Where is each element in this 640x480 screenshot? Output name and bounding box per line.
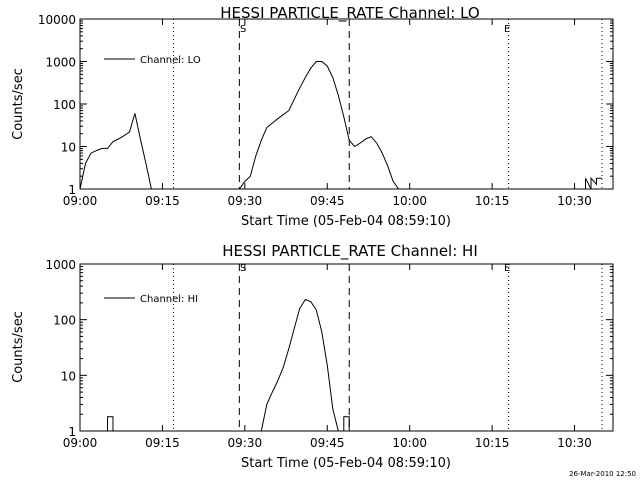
x-tick-label: 10:15 [475, 194, 510, 208]
y-tick-label: 10 [61, 369, 76, 383]
series-line [260, 298, 339, 432]
y-tick-label: 100 [53, 98, 76, 112]
end-marker-label: E [504, 263, 510, 274]
panel-lo: HESSI PARTICLE_RATE Channel: LO Counts/s… [11, 4, 614, 229]
x-tick-label: 10:30 [557, 436, 592, 450]
x-axis-label: Start Time (05-Feb-04 08:59:10) [241, 214, 451, 229]
series-line [585, 176, 602, 190]
x-axis-label: Start Time (05-Feb-04 08:59:10) [241, 456, 451, 471]
series-line [107, 416, 114, 431]
x-tick-label: 10:15 [475, 436, 510, 450]
panel-hi: HESSI PARTICLE_RATE Channel: HI Counts/s… [11, 242, 614, 471]
y-axis-label: Counts/sec [11, 68, 26, 140]
y-tick-label: 1 [68, 425, 76, 439]
plot-frame [79, 263, 614, 432]
legend-label: Channel: LO [140, 55, 201, 66]
y-tick-label: 10 [61, 141, 76, 155]
start-marker-label: S [240, 24, 246, 35]
timestamp: 26-Mar-2010 12:50 [569, 470, 636, 478]
start-marker-label: S [240, 263, 246, 274]
y-tick-label: 10000 [38, 13, 76, 27]
y-tick-label: 1000 [45, 56, 76, 70]
x-tick-label: 09:45 [310, 194, 345, 208]
chart-title: HESSI PARTICLE_RATE Channel: LO [220, 4, 479, 23]
legend-label: Channel: HI [140, 294, 198, 305]
x-tick-label: 09:00 [63, 194, 98, 208]
time-markers [172, 264, 603, 431]
end-marker-label: E [504, 24, 510, 35]
x-tick-label: 10:30 [557, 194, 592, 208]
series-line [238, 61, 405, 190]
x-tick-label: 09:45 [310, 436, 345, 450]
x-tick-label: 10:00 [392, 194, 427, 208]
y-tick-label: 1 [68, 183, 76, 197]
series-line [343, 416, 350, 431]
series-lines [107, 298, 350, 432]
x-tick-label: 09:30 [228, 194, 263, 208]
y-tick-label: 1000 [45, 258, 76, 272]
x-tick-label: 09:30 [228, 436, 263, 450]
chart-title: HESSI PARTICLE_RATE Channel: HI [222, 242, 478, 261]
y-axis-label: Counts/sec [11, 311, 26, 383]
y-tick-label: 100 [53, 314, 76, 328]
axis-ticks: 09:00 09:15 09:30 09:45 10:00 10:15 10:30 1 10 10… [38, 13, 613, 208]
x-tick-label: 09:15 [145, 436, 180, 450]
x-tick-label: 09:15 [145, 194, 180, 208]
axis-ticks: 09:00 09:15 09:30 09:45 10:00 10:15 10:30 1 10 10… [45, 258, 613, 450]
x-tick-label: 10:00 [392, 436, 427, 450]
time-markers [172, 19, 603, 189]
series-line [79, 113, 152, 190]
series-lines [79, 61, 602, 190]
x-tick-label: 09:00 [63, 436, 98, 450]
plot-frame [79, 18, 614, 190]
